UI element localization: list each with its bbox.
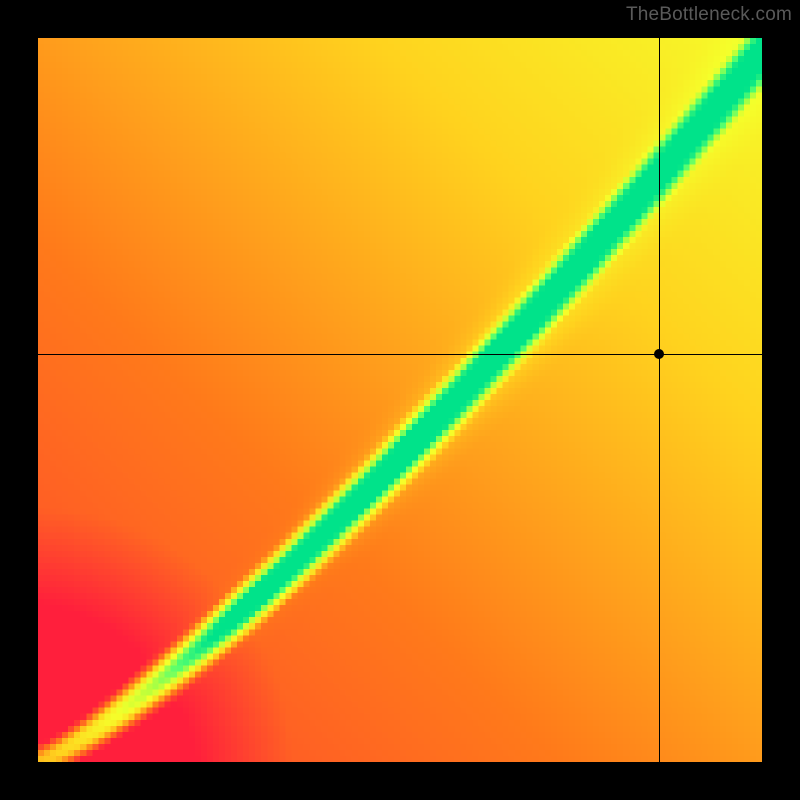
heatmap-plot xyxy=(38,38,762,762)
watermark-text: TheBottleneck.com xyxy=(626,4,792,26)
crosshair-marker-dot xyxy=(654,349,664,359)
heatmap-canvas xyxy=(38,38,762,762)
crosshair-vertical xyxy=(659,38,660,762)
